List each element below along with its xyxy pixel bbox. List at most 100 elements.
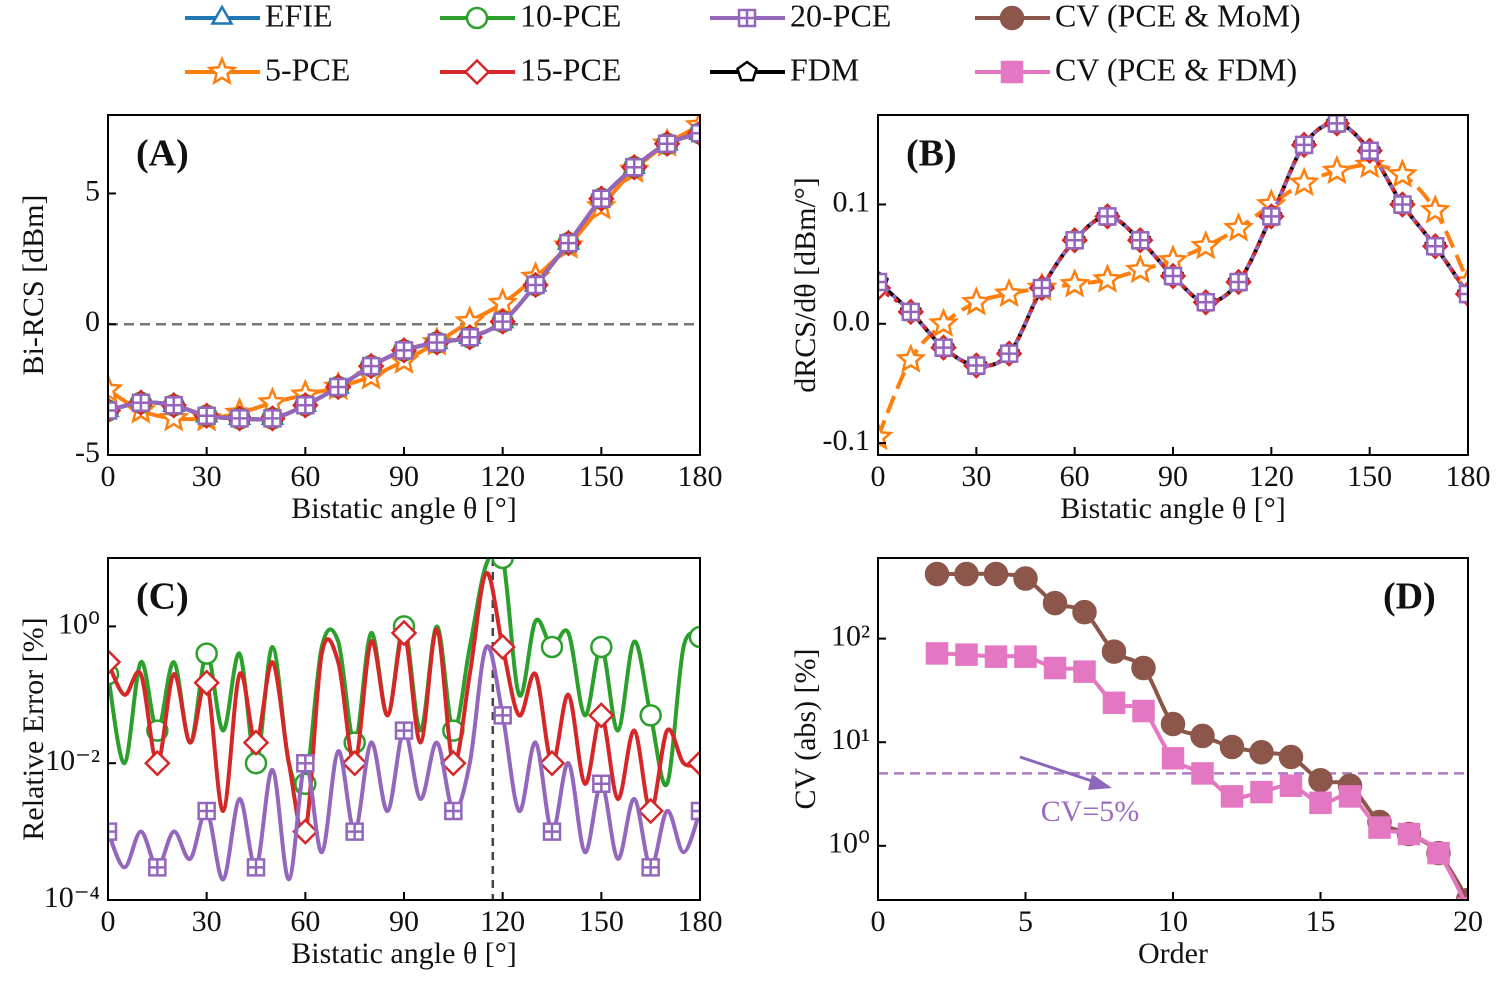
marker (390, 619, 418, 647)
annotation: CV=5% (1041, 795, 1140, 828)
x-tick-label: 60 (290, 460, 320, 493)
marker (928, 307, 960, 337)
marker (1190, 229, 1222, 260)
x-tick-label: 5 (1018, 905, 1033, 938)
x-tick-label: 60 (1060, 460, 1090, 493)
marker (1132, 699, 1155, 723)
x-axis-label: Order (1138, 937, 1208, 970)
marker (1427, 841, 1450, 865)
marker (954, 561, 979, 587)
marker (230, 409, 249, 428)
x-tick-label: 180 (678, 905, 723, 938)
marker (999, 344, 1019, 363)
marker (246, 858, 266, 877)
marker (641, 858, 660, 877)
x-tick-label: 15 (1306, 905, 1336, 938)
marker (108, 373, 124, 403)
marker (1000, 60, 1024, 84)
x-tick-label: 30 (192, 460, 222, 493)
y-axis-label: dRCS/dθ [dBm/°] (789, 177, 822, 393)
x-tick-label: 150 (1347, 460, 1392, 493)
marker (296, 753, 315, 773)
marker (1360, 141, 1379, 161)
y-tick-label: 10⁻² (45, 744, 100, 777)
series-line (108, 123, 700, 422)
y-tick-label: 10⁰ (58, 607, 100, 640)
marker (983, 561, 1009, 587)
x-tick-label: 10 (1158, 905, 1188, 938)
marker (925, 642, 949, 665)
marker (1042, 590, 1068, 616)
marker (1220, 785, 1244, 808)
x-tick-label: 0 (101, 460, 116, 493)
marker (878, 272, 888, 292)
marker (296, 396, 315, 415)
annotation-arrowhead (1088, 774, 1112, 790)
marker (1032, 278, 1052, 298)
marker (1458, 284, 1468, 304)
marker (242, 729, 270, 756)
marker (688, 625, 700, 649)
x-tick-label: 0 (871, 460, 886, 493)
panel-label: (D) (1383, 576, 1436, 618)
series-line (108, 131, 700, 422)
marker (463, 58, 491, 86)
marker (1163, 266, 1183, 286)
x-tick-label: 60 (290, 905, 320, 938)
marker (624, 158, 644, 177)
marker (657, 134, 677, 154)
marker (1223, 212, 1255, 242)
marker (1073, 660, 1096, 683)
series-line (108, 131, 700, 422)
marker (465, 6, 489, 30)
marker (1130, 231, 1150, 250)
marker (148, 858, 167, 877)
marker (1102, 691, 1126, 715)
y-tick-label: 0.0 (833, 305, 871, 338)
plot-area (108, 558, 700, 900)
x-tick-label: 90 (389, 460, 419, 493)
x-tick-label: 120 (480, 905, 525, 938)
marker (690, 124, 700, 143)
marker (108, 822, 118, 841)
marker (1386, 158, 1418, 188)
legend-label: FDM (790, 51, 859, 87)
x-tick-label: 0 (871, 905, 886, 938)
marker (686, 749, 700, 777)
y-tick-label: 5 (85, 174, 100, 207)
x-tick-label: 0 (101, 905, 116, 938)
y-tick-label: 10⁻⁴ (44, 881, 100, 914)
marker (1308, 767, 1333, 793)
x-axis-label: Bistatic angle θ [°] (291, 492, 516, 525)
marker (1338, 785, 1362, 808)
marker (345, 822, 364, 841)
series-line (108, 571, 700, 837)
marker (197, 801, 216, 821)
marker (493, 706, 512, 725)
y-axis-label: CV (abs) [%] (789, 648, 822, 809)
marker (967, 356, 986, 375)
x-tick-label: 120 (1249, 460, 1294, 493)
marker (108, 648, 122, 676)
marker (491, 558, 514, 570)
marker (984, 645, 1008, 668)
marker (394, 721, 414, 740)
marker (736, 60, 758, 82)
x-tick-label: 150 (579, 905, 624, 938)
marker (540, 635, 564, 659)
y-tick-label: 0.1 (833, 185, 871, 218)
marker (1065, 231, 1084, 250)
marker (1309, 791, 1332, 815)
marker (108, 401, 118, 420)
y-tick-label: 10² (831, 620, 870, 653)
y-tick-label: -5 (75, 436, 100, 469)
x-tick-label: 180 (1446, 460, 1491, 493)
marker (878, 420, 894, 451)
marker (999, 5, 1025, 31)
marker (955, 643, 978, 666)
marker (559, 233, 578, 253)
marker (263, 409, 282, 428)
x-tick-label: 90 (389, 905, 419, 938)
panel-label: (B) (906, 133, 957, 175)
